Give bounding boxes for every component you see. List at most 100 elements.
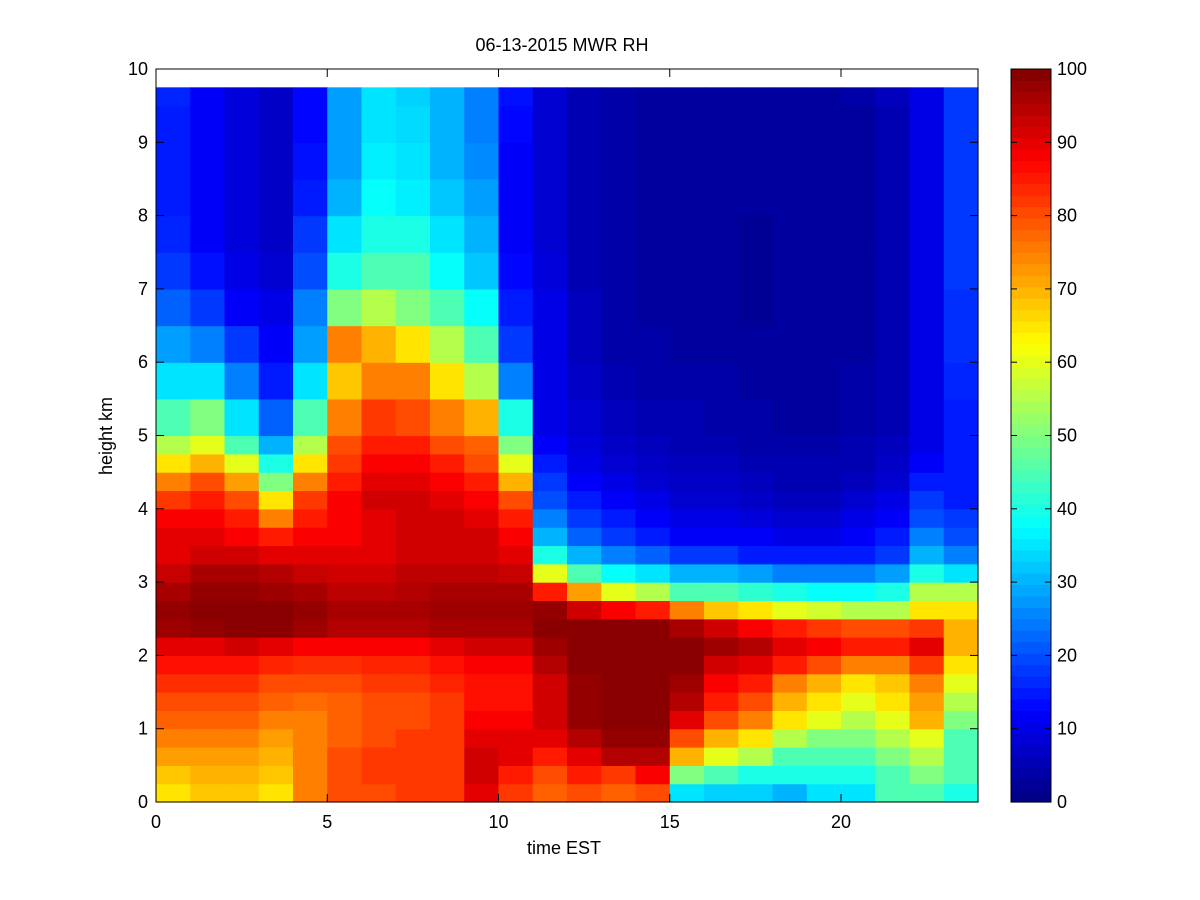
heatmap-cell (841, 747, 876, 766)
heatmap-cell (430, 783, 465, 803)
heatmap-cell (669, 710, 705, 730)
colorbar-step (1011, 595, 1051, 608)
colorbar-step (1011, 676, 1051, 689)
heatmap-cell (772, 142, 808, 180)
heatmap-cell (601, 508, 637, 528)
heatmap-cell (669, 362, 705, 400)
heatmap-cell (258, 105, 294, 143)
heatmap-cell (327, 453, 363, 473)
heatmap-cell (156, 728, 191, 748)
heatmap-cell (532, 288, 568, 327)
heatmap-cell (464, 673, 500, 693)
heatmap-cell (258, 142, 294, 180)
heatmap-cell (327, 783, 363, 803)
heatmap-cell (841, 710, 876, 730)
heatmap-cell (361, 105, 397, 143)
plot-area: 0 5 10 15 20 0 1 2 3 4 5 6 7 8 9 10 (128, 59, 979, 832)
heatmap-cell (601, 747, 637, 766)
heatmap-cell (395, 582, 431, 602)
heatmap-cell (909, 325, 945, 363)
heatmap-cell (772, 288, 808, 327)
heatmap-cell (464, 362, 500, 400)
heatmap-cell (601, 325, 637, 363)
heatmap-cell (327, 545, 363, 565)
heatmap-cell (635, 87, 671, 107)
heatmap-cell (327, 508, 363, 528)
heatmap-cell (293, 582, 328, 602)
heatmap-cell (190, 490, 226, 510)
heatmap-cell (875, 288, 911, 327)
heatmap-cell (669, 142, 705, 180)
heatmap-cell (532, 490, 568, 510)
heatmap-cell (567, 618, 602, 638)
heatmap-cell (635, 765, 671, 785)
heatmap-cell (601, 398, 637, 437)
heatmap-cell (361, 215, 397, 253)
heatmap-cell (841, 105, 876, 143)
heatmap-cell (190, 692, 226, 711)
heatmap-cell (943, 142, 979, 180)
heatmap-cell (772, 600, 808, 620)
heatmap-cell (704, 783, 739, 803)
heatmap-cell (293, 435, 328, 455)
heatmap-cell (430, 288, 465, 327)
heatmap-cell (224, 252, 260, 290)
heatmap-cell (567, 527, 602, 547)
colorbar-step (1011, 538, 1051, 551)
heatmap-cell (841, 87, 876, 107)
heatmap-cell (704, 178, 739, 217)
y-tick-label: 3 (138, 572, 148, 592)
heatmap-cell (258, 490, 294, 510)
heatmap-cell (190, 600, 226, 620)
heatmap-cell (156, 747, 191, 766)
heatmap-cell (498, 252, 534, 290)
heatmap-cell (327, 765, 363, 785)
heatmap-cell (395, 142, 431, 180)
heatmap-cell (943, 325, 979, 363)
heatmap-cell (875, 655, 911, 675)
heatmap-cell (909, 655, 945, 675)
heatmap-cell (327, 178, 363, 217)
heatmap-cell (943, 747, 979, 766)
heatmap-cell (464, 765, 500, 785)
heatmap-cell (361, 178, 397, 217)
heatmap-cell (327, 600, 363, 620)
heatmap-cell (156, 288, 191, 327)
colorbar-step (1011, 710, 1051, 723)
heatmap-cell (909, 105, 945, 143)
heatmap-cell (464, 527, 500, 547)
heatmap-cell (156, 527, 191, 547)
heatmap-cell (635, 527, 671, 547)
heatmap-cell (156, 655, 191, 675)
heatmap-cell (430, 673, 465, 693)
heatmap-cell (224, 692, 260, 711)
heatmap-cell (772, 710, 808, 730)
heatmap-cell (258, 215, 294, 253)
heatmap-cell (841, 362, 876, 400)
heatmap-cell (738, 783, 774, 803)
heatmap-cell (806, 508, 842, 528)
y-tick-label: 10 (128, 59, 148, 79)
heatmap-cell (224, 288, 260, 327)
heatmap-cell (669, 563, 705, 583)
colorbar-step (1011, 137, 1051, 150)
heatmap-cell (601, 105, 637, 143)
heatmap-cell (567, 728, 602, 748)
colorbar-step (1011, 298, 1051, 311)
heatmap-cell (806, 362, 842, 400)
colorbar-step (1011, 561, 1051, 574)
heatmap-cell (532, 527, 568, 547)
heatmap-cell (361, 710, 397, 730)
heatmap-cell (909, 637, 945, 656)
heatmap-cell (361, 435, 397, 455)
heatmap-cell (327, 252, 363, 290)
heatmap-cell (224, 527, 260, 547)
heatmap-cell (361, 582, 397, 602)
y-tick-label: 0 (138, 792, 148, 812)
heatmap-cell (601, 728, 637, 748)
heatmap-cell (498, 600, 534, 620)
heatmap-cell (156, 105, 191, 143)
heatmap-cell (156, 508, 191, 528)
heatmap-cell (430, 765, 465, 785)
heatmap-cell (327, 215, 363, 253)
